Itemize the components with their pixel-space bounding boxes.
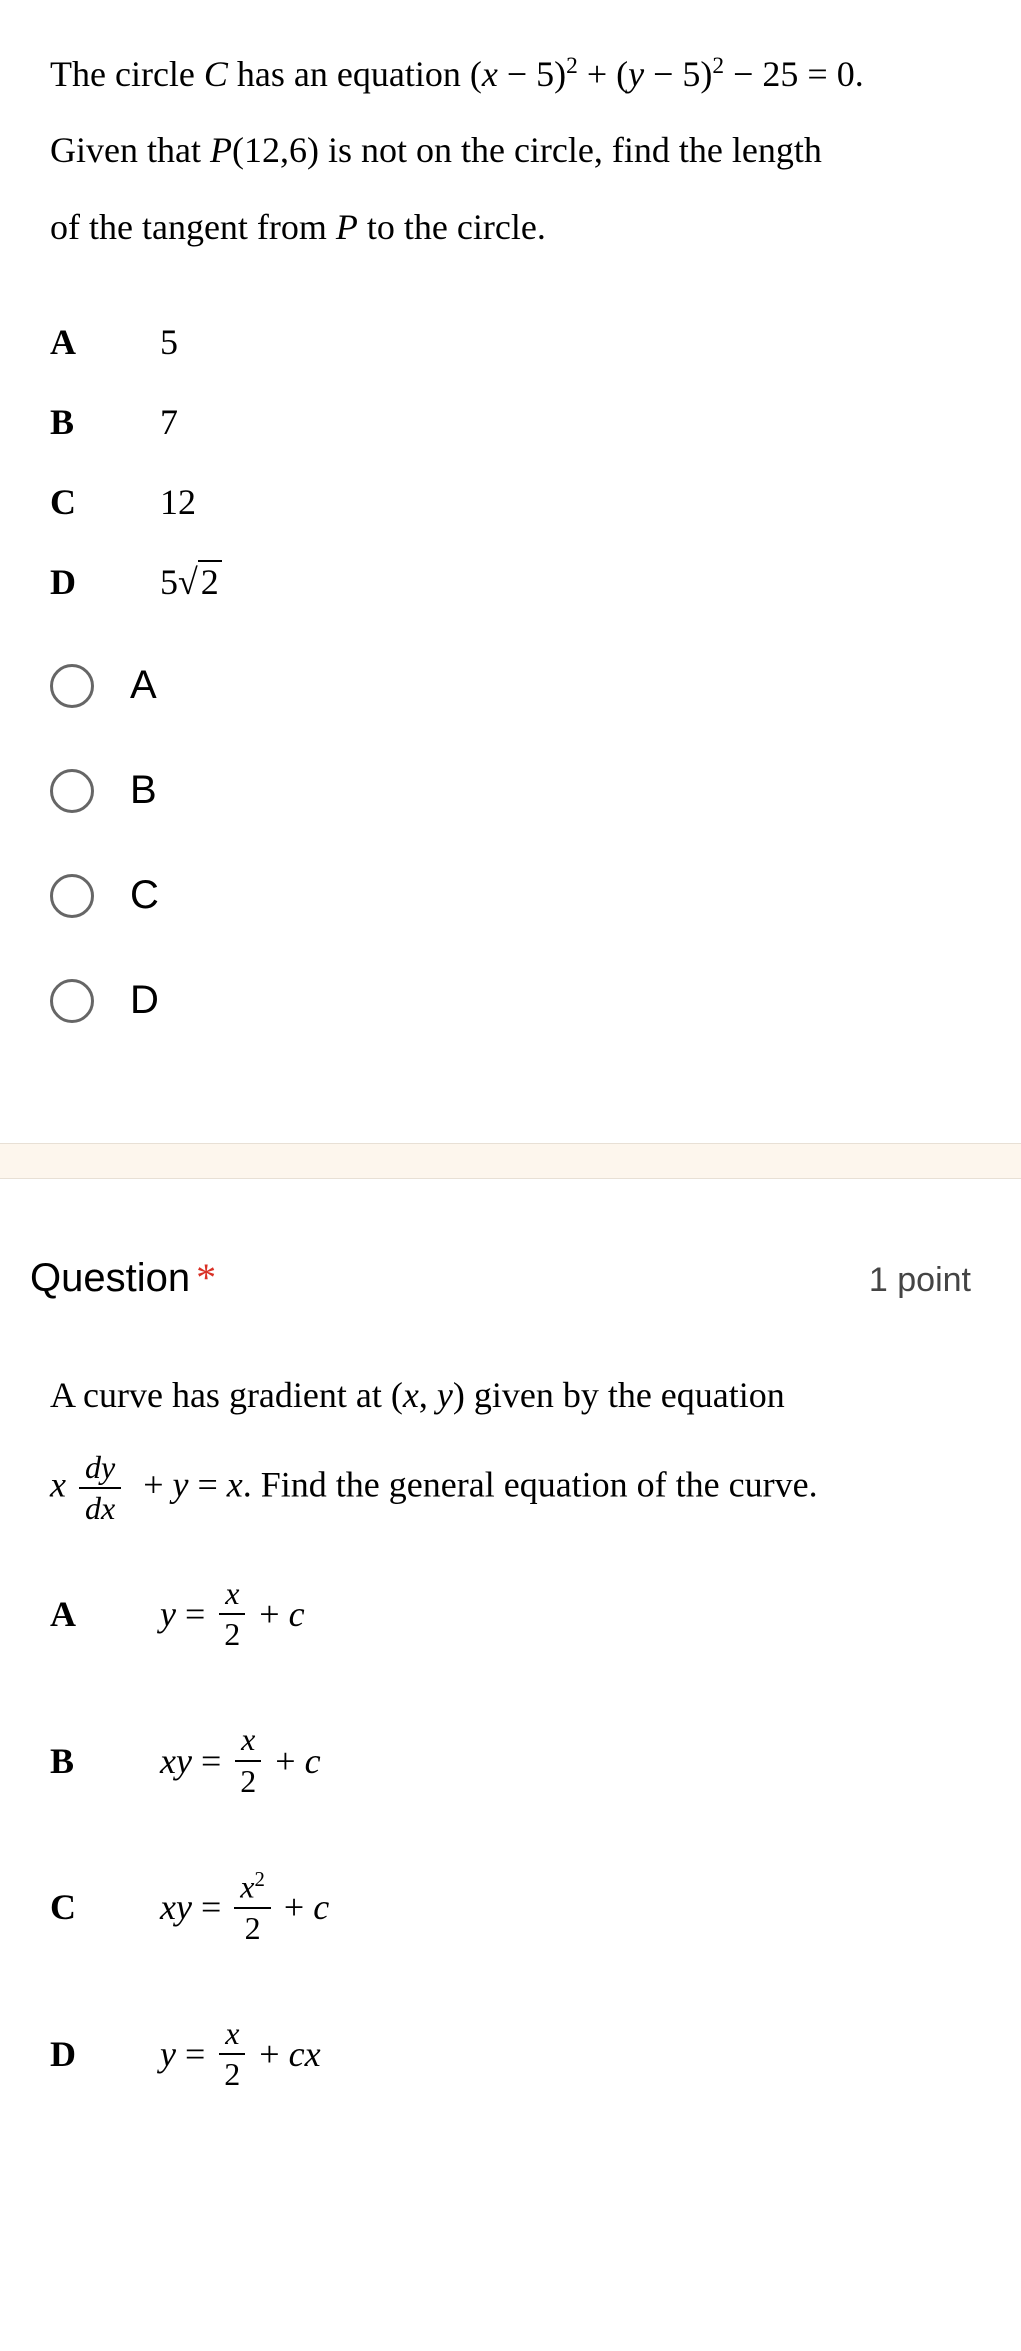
q1-choice-d: D 52 bbox=[50, 561, 971, 603]
q1-text: The circle C has an equation (x − 5)2 + … bbox=[50, 40, 971, 261]
q1-block: The circle C has an equation (x − 5)2 + … bbox=[0, 0, 1021, 1143]
frac-den: 2 bbox=[234, 1762, 262, 1799]
q1-choices-table: A 5 B 7 C 12 D 52 bbox=[50, 321, 971, 603]
q1-choice-c: C 12 bbox=[50, 481, 971, 523]
radio-icon bbox=[50, 874, 94, 918]
q1-text-part: is not on the circle, find the length bbox=[319, 130, 822, 170]
required-mark: * bbox=[196, 1255, 216, 1300]
q2-block: A curve has gradient at (x, y) given by … bbox=[0, 1341, 1021, 2222]
choice-letter: D bbox=[50, 561, 160, 603]
choice-value: 52 bbox=[160, 561, 222, 603]
q1-text-P: P bbox=[210, 130, 232, 170]
q2-points: 1 point bbox=[869, 1261, 971, 1300]
q2-choice-a: A y = x 2 + c bbox=[50, 1576, 971, 1652]
choice-letter: D bbox=[50, 2033, 160, 2075]
q1-radio-c[interactable]: C bbox=[50, 873, 971, 918]
q1-radio-a[interactable]: A bbox=[50, 663, 971, 708]
q2-choice-c: C xy = x2 2 + c bbox=[50, 1869, 971, 1946]
q1-text-P2: P bbox=[336, 207, 358, 247]
q1-choice-b: B 7 bbox=[50, 401, 971, 443]
q1-radio-b[interactable]: B bbox=[50, 768, 971, 813]
frac-den: dx bbox=[79, 1489, 121, 1526]
q1-choice-a: A 5 bbox=[50, 321, 971, 363]
q1-text-part: of the tangent from bbox=[50, 207, 336, 247]
frac-den: 2 bbox=[218, 2055, 246, 2092]
choice-value: y = x 2 + c bbox=[160, 1576, 305, 1652]
radio-label: B bbox=[130, 768, 157, 813]
frac-den: 2 bbox=[218, 1615, 246, 1652]
frac: x 2 bbox=[234, 1722, 262, 1798]
q1-text-C: C bbox=[204, 54, 228, 94]
radio-icon bbox=[50, 979, 94, 1023]
frac: x 2 bbox=[218, 2016, 246, 2092]
choice-value: 12 bbox=[160, 481, 196, 523]
radio-icon bbox=[50, 664, 94, 708]
q2-title-wrap: Question* bbox=[30, 1254, 216, 1301]
sqrt-arg: 2 bbox=[198, 560, 222, 602]
eq-post: Find the general equation of the curve. bbox=[261, 1464, 818, 1504]
frac-den: 2 bbox=[239, 1909, 267, 1946]
frac: x2 2 bbox=[234, 1869, 271, 1946]
section-divider bbox=[0, 1143, 1021, 1179]
eq-x: x bbox=[50, 1464, 66, 1504]
q1-text-part: Given that bbox=[50, 130, 210, 170]
q1-text-point: (12,6) bbox=[232, 130, 319, 170]
q2-text-part: A curve has gradient at bbox=[50, 1375, 391, 1415]
choice-letter: B bbox=[50, 1740, 160, 1782]
sqrt-icon: 2 bbox=[178, 561, 222, 603]
choice-letter: C bbox=[50, 1886, 160, 1928]
frac-num: x bbox=[219, 2016, 245, 2055]
choice-value: 7 bbox=[160, 401, 178, 443]
frac-num: x bbox=[235, 1722, 261, 1761]
choice-value: y = x 2 + cx bbox=[160, 2016, 321, 2092]
q1-text-part: to the circle. bbox=[358, 207, 546, 247]
choice-value: 5 bbox=[160, 321, 178, 363]
q1-equation: (x − 5)2 + (y − 5)2 − 25 = 0 bbox=[470, 54, 855, 94]
frac-num: x2 bbox=[234, 1869, 271, 1909]
radio-icon bbox=[50, 769, 94, 813]
radio-label: D bbox=[130, 978, 159, 1023]
q2-text: A curve has gradient at (x, y) given by … bbox=[50, 1361, 971, 1526]
eq-mid: + y = x. bbox=[134, 1464, 252, 1504]
frac-num: x bbox=[219, 1576, 245, 1615]
q2-header: Question* 1 point bbox=[0, 1179, 1021, 1341]
frac-num: dy bbox=[79, 1450, 121, 1489]
q2-choice-b: B xy = x 2 + c bbox=[50, 1722, 971, 1798]
q2-choice-d: D y = x 2 + cx bbox=[50, 2016, 971, 2092]
q2-xy: (x, y) bbox=[391, 1375, 465, 1415]
q2-choices: A y = x 2 + c B xy = x 2 bbox=[50, 1576, 971, 2092]
q1-radio-group: A B C D bbox=[50, 663, 971, 1023]
choice-value: xy = x2 2 + c bbox=[160, 1869, 329, 1946]
frac: x 2 bbox=[218, 1576, 246, 1652]
choice-value: xy = x 2 + c bbox=[160, 1722, 321, 1798]
q2-title: Question bbox=[30, 1256, 190, 1300]
q1-text-part: has an equation bbox=[228, 54, 470, 94]
choice-letter: A bbox=[50, 321, 160, 363]
choice-letter: C bbox=[50, 481, 160, 523]
q1-radio-d[interactable]: D bbox=[50, 978, 971, 1023]
choice-letter: B bbox=[50, 401, 160, 443]
radio-label: C bbox=[130, 873, 159, 918]
choice-letter: A bbox=[50, 1593, 160, 1635]
eq-frac: dy dx bbox=[79, 1450, 121, 1526]
q1-text-part: The circle bbox=[50, 54, 204, 94]
value-prefix: 5 bbox=[160, 562, 178, 602]
q2-text-part: given by the equation bbox=[465, 1375, 785, 1415]
radio-label: A bbox=[130, 663, 157, 708]
